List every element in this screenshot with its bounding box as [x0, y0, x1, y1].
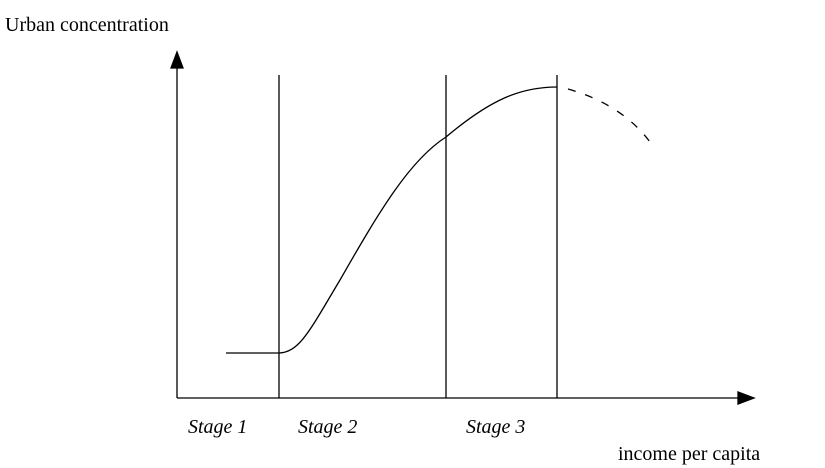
- curve: [226, 86, 558, 354]
- stage-label: Stage 3: [466, 416, 525, 438]
- curve-projection: [567, 88, 651, 143]
- x-axis-label: income per capita: [618, 443, 760, 465]
- stage-label: Stage 2: [298, 416, 357, 438]
- stage-label: Stage 1: [188, 416, 247, 438]
- y-axis-label: Urban concentration: [5, 14, 169, 36]
- x-arrow: [737, 391, 756, 405]
- y-arrow: [170, 50, 184, 69]
